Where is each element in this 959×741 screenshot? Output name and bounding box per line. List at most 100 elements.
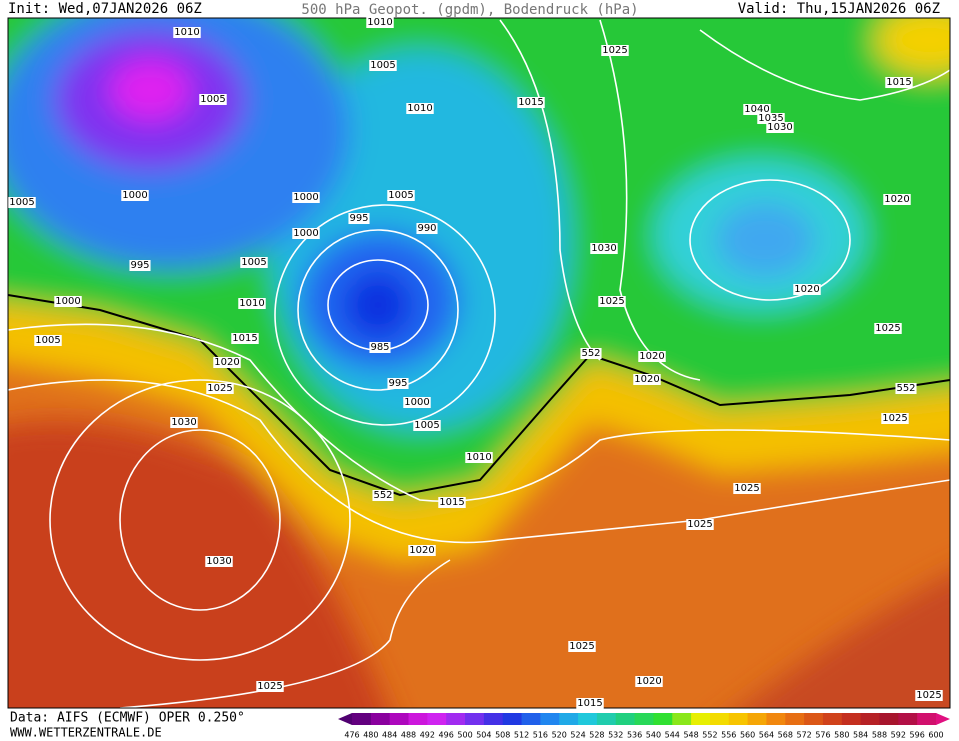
label-text: 995 <box>388 378 407 389</box>
scale-label: 572 <box>796 731 811 740</box>
label-text: 552 <box>373 490 392 501</box>
scale-label: 588 <box>872 731 887 740</box>
label-text: 1005 <box>370 60 395 71</box>
isobar-label: 1020 <box>793 284 821 295</box>
isobar-label: 1030 <box>170 417 198 428</box>
scale-label: 520 <box>552 731 567 740</box>
scale-box <box>804 713 824 725</box>
label-box <box>766 122 794 133</box>
isobar-label: 1020 <box>638 351 666 362</box>
label-box <box>881 413 909 424</box>
label-text: 1025 <box>257 681 282 692</box>
scale-box <box>446 713 466 725</box>
scale-label: 508 <box>495 731 510 740</box>
scale-box <box>841 713 862 725</box>
scale-label: 600 <box>928 731 943 740</box>
label-box <box>408 545 436 556</box>
scale-label: 576 <box>815 731 830 740</box>
isobar-label: 552 <box>895 383 917 394</box>
label-box <box>205 556 233 567</box>
label-text: 1025 <box>916 690 941 701</box>
label-box <box>885 77 913 88</box>
label-text: 1000 <box>122 190 147 201</box>
scale-label: 528 <box>589 731 604 740</box>
scale-label: 552 <box>702 731 717 740</box>
label-box <box>369 60 397 71</box>
label-text: 1025 <box>602 45 627 56</box>
isobar-label: 990 <box>416 223 438 234</box>
label-text: 1005 <box>9 197 34 208</box>
label-text: 1000 <box>293 192 318 203</box>
isobar-label: 995 <box>129 260 151 271</box>
isobar-label: 1025 <box>915 690 943 701</box>
scale-box <box>389 713 410 725</box>
label-box <box>240 257 268 268</box>
isobar-label: 1005 <box>387 190 415 201</box>
scale-label: 584 <box>853 731 868 740</box>
label-box <box>406 103 434 114</box>
label-box <box>438 497 466 508</box>
label-text: 1015 <box>577 698 602 709</box>
isobar-label: 1000 <box>121 190 149 201</box>
label-box <box>213 357 241 368</box>
isobar-label: 1020 <box>213 357 241 368</box>
isobar-label: 1000 <box>292 228 320 239</box>
isobar-label: 1010 <box>465 452 493 463</box>
isobar-label: 1020 <box>633 374 661 385</box>
label-box <box>598 296 626 307</box>
scale-label: 488 <box>401 731 416 740</box>
label-text: 1030 <box>591 243 616 254</box>
scale-box <box>917 713 937 725</box>
label-text: 1005 <box>414 420 439 431</box>
label-text: 1020 <box>214 357 239 368</box>
isobar-label: 552 <box>580 348 602 359</box>
scale-label: 516 <box>533 731 548 740</box>
label-box <box>231 333 259 344</box>
label-box <box>34 335 62 346</box>
scale-label: 504 <box>476 731 491 740</box>
isobar-label: 1015 <box>438 497 466 508</box>
isobar-label: 1035 <box>757 113 785 124</box>
label-text: 1010 <box>466 452 491 463</box>
scale-box <box>653 713 673 725</box>
label-box <box>590 243 618 254</box>
scale-box <box>898 713 918 725</box>
label-box <box>601 45 629 56</box>
label-text: 1035 <box>758 113 783 124</box>
isobar-label: 1005 <box>199 94 227 105</box>
label-text: 995 <box>349 213 368 224</box>
website: WWW.WETTERZENTRALE.DE <box>10 726 162 740</box>
isobar-label: 1020 <box>408 545 436 556</box>
label-text: 1030 <box>171 417 196 428</box>
scale-label: 484 <box>382 731 397 740</box>
label-text: 1015 <box>886 77 911 88</box>
isobar-label: 1015 <box>885 77 913 88</box>
label-box <box>8 197 36 208</box>
scale-label: 524 <box>570 731 585 740</box>
scale-label: 568 <box>778 731 793 740</box>
isobar-label: 1025 <box>881 413 909 424</box>
label-box <box>129 260 151 271</box>
isobar-label: 1000 <box>292 192 320 203</box>
isobar-label: 1020 <box>883 194 911 205</box>
isobar-label: 1010 <box>406 103 434 114</box>
scale-label: 548 <box>683 731 698 740</box>
label-box <box>568 641 596 652</box>
isobar-label: 1025 <box>874 323 902 334</box>
scale-box <box>408 713 428 725</box>
label-text: 1005 <box>200 94 225 105</box>
label-text: 1000 <box>55 296 80 307</box>
label-box <box>369 342 391 353</box>
label-text: 990 <box>417 223 436 234</box>
scale-box <box>634 713 654 725</box>
label-text: 985 <box>370 342 389 353</box>
map-title: 500 hPa Geopot. (gpdm), Bodendruck (hPa) <box>301 2 638 18</box>
label-text: 1010 <box>239 298 264 309</box>
label-text: 995 <box>130 260 149 271</box>
isobar-label: 1030 <box>766 122 794 133</box>
scale-label: 592 <box>891 731 906 740</box>
label-text: 1030 <box>206 556 231 567</box>
isobar-label: 995 <box>348 213 370 224</box>
